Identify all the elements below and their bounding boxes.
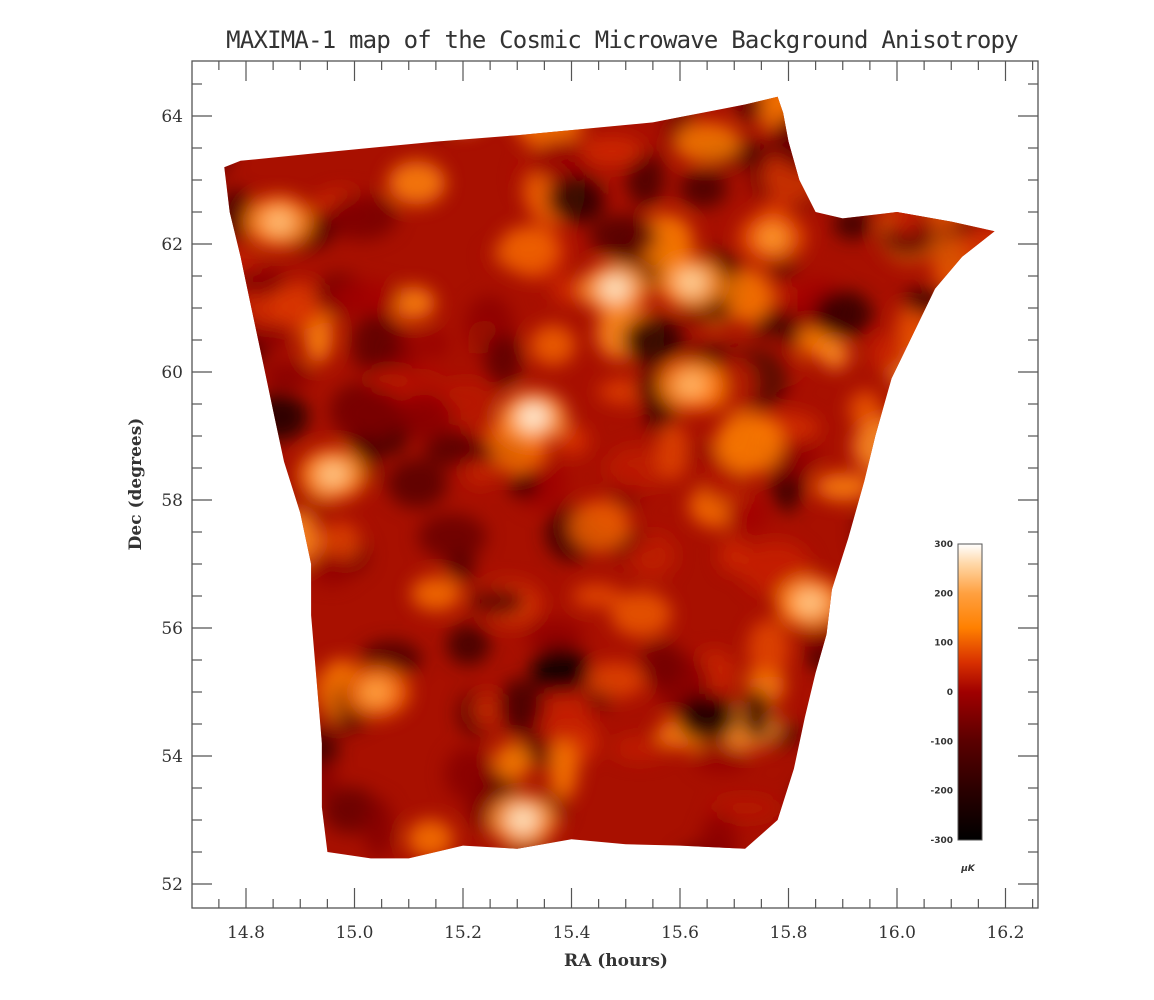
colorbar-tick-label: -200	[930, 787, 953, 797]
x-axis-tick-labels: 14.8 15.0 15.2 15.4 15.6 15.8 16.0 16.2	[227, 923, 1024, 943]
y-tick-label: 64	[161, 107, 183, 127]
colorbar-tick-label: 0	[947, 688, 953, 698]
axis-ticks	[192, 61, 1038, 908]
x-tick-label: 15.8	[770, 923, 808, 943]
y-tick-label: 60	[161, 363, 183, 383]
x-tick-label: 14.8	[227, 923, 265, 943]
plot-frame	[191, 60, 1039, 909]
x-tick-label: 15.0	[336, 923, 374, 943]
x-tick-label: 15.6	[661, 923, 699, 943]
colorbar-tick-label: 300	[934, 540, 953, 550]
colorbar-tick-label: -300	[930, 836, 953, 846]
chart-title: MAXIMA-1 map of the Cosmic Microwave Bac…	[226, 26, 1018, 54]
y-tick-label: 56	[161, 619, 183, 639]
x-tick-label: 15.2	[444, 923, 482, 943]
colorbar-tick-label: 200	[934, 589, 953, 599]
x-axis-label: RA (hours)	[564, 951, 668, 971]
cmb-temperature-map	[224, 96, 995, 859]
y-tick-label: 58	[161, 491, 183, 511]
x-tick-label: 16.2	[987, 923, 1025, 943]
colorbar-tick-labels: 300 200 100 0 -100 -200 -300	[930, 540, 953, 846]
colorbar-unit-label: µK	[960, 864, 976, 874]
colorbar-tick-label: 100	[934, 639, 953, 649]
x-tick-label: 15.4	[553, 923, 591, 943]
y-axis-tick-labels: 52 54 56 58 60 62 64	[161, 107, 183, 895]
x-tick-label: 16.0	[878, 923, 916, 943]
y-tick-label: 54	[161, 747, 183, 767]
y-tick-label: 52	[161, 875, 183, 895]
y-tick-label: 62	[161, 235, 183, 255]
colorbar: 300 200 100 0 -100 -200 -300 µK	[930, 540, 983, 874]
colorbar-gradient	[957, 543, 983, 841]
y-axis-label: Dec (degrees)	[126, 418, 146, 551]
colorbar-tick-label: -100	[930, 737, 953, 747]
